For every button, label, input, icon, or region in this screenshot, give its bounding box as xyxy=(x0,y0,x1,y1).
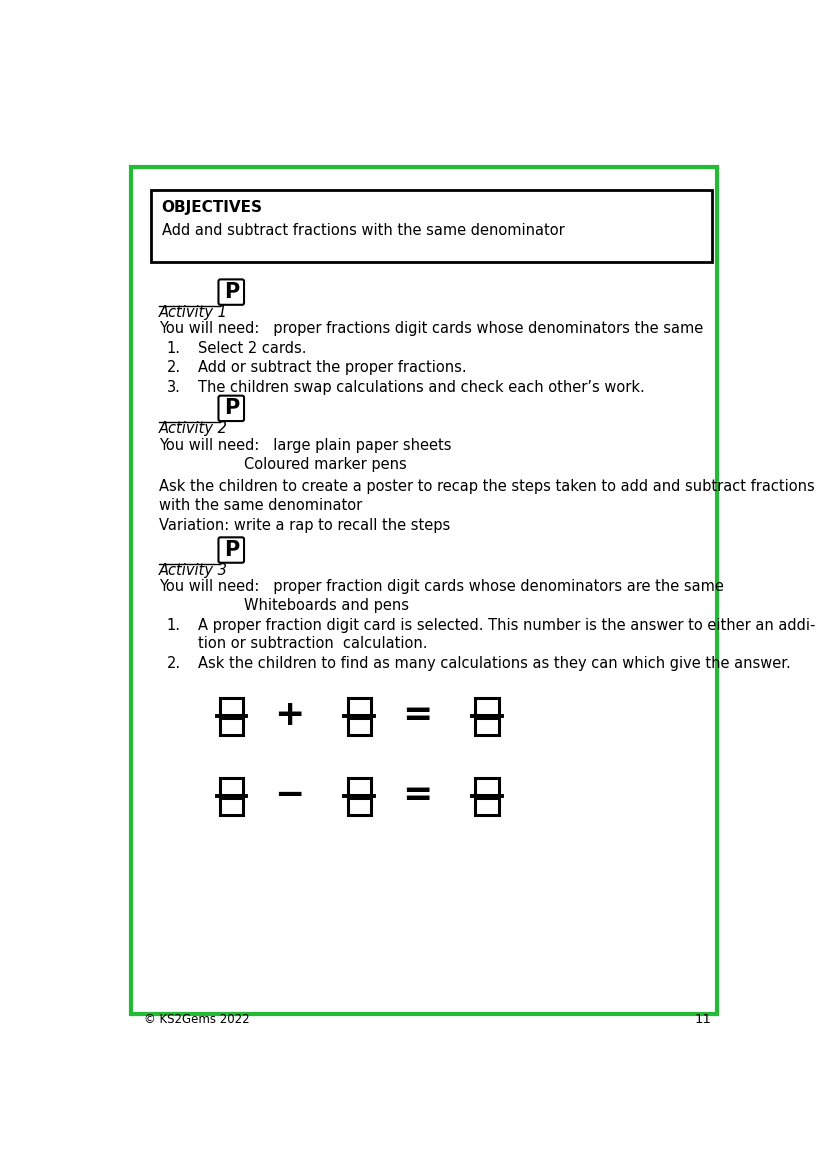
Text: tion or subtraction  calculation.: tion or subtraction calculation. xyxy=(198,636,428,652)
Text: A proper fraction digit card is selected. This number is the answer to either an: A proper fraction digit card is selected… xyxy=(198,618,815,633)
Text: P: P xyxy=(223,398,239,419)
Text: Add or subtract the proper fractions.: Add or subtract the proper fractions. xyxy=(198,360,466,376)
Text: Add and subtract fractions with the same denominator: Add and subtract fractions with the same… xyxy=(161,222,564,238)
Text: Variation: write a rap to recall the steps: Variation: write a rap to recall the ste… xyxy=(159,517,451,532)
Bar xyxy=(476,798,499,815)
Text: 2.: 2. xyxy=(167,656,181,672)
Text: You will need:   proper fraction digit cards whose denominators are the same: You will need: proper fraction digit car… xyxy=(159,579,724,594)
Text: Select 2 cards.: Select 2 cards. xyxy=(198,340,307,356)
Text: with the same denominator: with the same denominator xyxy=(159,497,362,512)
Text: Coloured marker pens: Coloured marker pens xyxy=(245,456,407,472)
Bar xyxy=(476,778,499,794)
Text: The children swap calculations and check each other’s work.: The children swap calculations and check… xyxy=(198,380,645,394)
Bar xyxy=(220,697,243,715)
Bar xyxy=(151,191,712,262)
Text: 2.: 2. xyxy=(167,360,181,376)
Text: OBJECTIVES: OBJECTIVES xyxy=(161,200,262,215)
Bar xyxy=(476,697,499,715)
Text: +: + xyxy=(275,697,304,731)
Text: Ask the children to find as many calculations as they can which give the answer.: Ask the children to find as many calcula… xyxy=(198,656,791,672)
Bar xyxy=(220,778,243,794)
Text: 1.: 1. xyxy=(167,340,181,356)
FancyBboxPatch shape xyxy=(218,537,244,563)
Text: P: P xyxy=(223,541,239,560)
Bar xyxy=(347,798,370,815)
Bar xyxy=(347,697,370,715)
Text: 11: 11 xyxy=(695,1013,712,1026)
Bar xyxy=(347,778,370,794)
Text: 3.: 3. xyxy=(167,380,181,394)
Text: © KS2Gems 2022: © KS2Gems 2022 xyxy=(144,1013,249,1026)
Text: You will need:   proper fractions digit cards whose denominators the same: You will need: proper fractions digit ca… xyxy=(159,322,704,336)
Text: Activity 1: Activity 1 xyxy=(159,305,228,321)
Text: =: = xyxy=(402,697,433,731)
Text: =: = xyxy=(402,778,433,812)
Bar xyxy=(220,718,243,735)
Bar xyxy=(476,718,499,735)
Bar xyxy=(220,798,243,815)
Text: 1.: 1. xyxy=(167,618,181,633)
Text: You will need:   large plain paper sheets: You will need: large plain paper sheets xyxy=(159,438,452,453)
Text: −: − xyxy=(275,778,304,812)
Text: Whiteboards and pens: Whiteboards and pens xyxy=(245,598,409,613)
FancyBboxPatch shape xyxy=(218,280,244,305)
Text: Activity 2: Activity 2 xyxy=(159,421,228,436)
Bar xyxy=(347,718,370,735)
Text: Ask the children to create a poster to recap the steps taken to add and subtract: Ask the children to create a poster to r… xyxy=(159,480,815,494)
Text: Activity 3: Activity 3 xyxy=(159,563,228,578)
FancyBboxPatch shape xyxy=(218,395,244,421)
Text: P: P xyxy=(223,282,239,302)
